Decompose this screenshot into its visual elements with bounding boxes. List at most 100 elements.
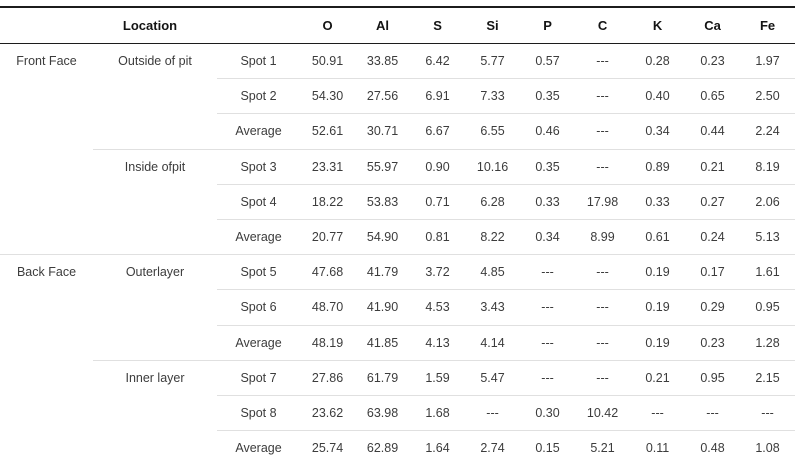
spot-cell: Spot 1 xyxy=(240,54,277,69)
value-cell: 1.97 xyxy=(755,54,780,69)
element-column-header-O: O xyxy=(300,7,356,44)
value-cell: 0.44 xyxy=(685,113,741,150)
value-cell: 0.95 xyxy=(740,289,795,325)
value-cell: 10.16 xyxy=(465,148,521,185)
spot-cell: Spot 5 xyxy=(217,254,301,290)
location-cell xyxy=(93,184,217,219)
value-cell: 0.19 xyxy=(630,289,686,325)
location-cell: Inside ofpit xyxy=(93,148,217,185)
value-cell: 3.43 xyxy=(465,289,521,325)
location-cell xyxy=(93,219,217,254)
spot-cell: Average xyxy=(217,218,301,255)
value-cell: 0.21 xyxy=(685,148,741,185)
value-cell: 61.79 xyxy=(355,359,411,396)
element-column-header-S: S xyxy=(410,7,466,44)
value-cell: 62.89 xyxy=(355,430,411,460)
value-cell: 30.71 xyxy=(355,113,411,150)
location-cell xyxy=(93,431,217,460)
spot-cell: Average xyxy=(217,430,301,460)
table-row: Average 48.19 41.85 4.13 4.14 --- --- 0.… xyxy=(0,324,795,361)
value-cell: 48.19 xyxy=(300,324,356,361)
value-cell: 1.08 xyxy=(740,430,795,460)
value-cell: 0.27 xyxy=(685,183,741,220)
value-cell: 20.77 xyxy=(300,218,356,255)
value-cell: 0.11 xyxy=(630,430,686,460)
spot-cell: Spot 7 xyxy=(217,359,301,396)
value-cell: 6.55 xyxy=(465,113,521,150)
value-cell: 1.68 xyxy=(410,394,466,431)
value-cell: 0.29 xyxy=(685,289,741,325)
value-cell: 8.19 xyxy=(740,148,795,185)
face-cell xyxy=(0,79,93,114)
element-column-header-Fe: Fe xyxy=(740,7,795,44)
element-column-header-C: C xyxy=(575,7,631,44)
value-cell: 0.23 xyxy=(685,324,741,361)
value-cell: 0.35 xyxy=(520,148,576,185)
value-cell: 48.70 xyxy=(300,289,356,325)
value-cell: 4.13 xyxy=(410,324,466,361)
value-cell: 0.90 xyxy=(410,148,466,185)
value-cell: 6.67 xyxy=(410,113,466,150)
value-cell: 0.95 xyxy=(685,359,741,396)
value-cell: 18.22 xyxy=(300,183,356,220)
table-row: Spot 2 54.30 27.56 6.91 7.33 0.35 --- 0.… xyxy=(0,78,795,114)
element-column-header-Si: Si xyxy=(465,7,521,44)
value-cell: 0.48 xyxy=(685,430,741,460)
table-row: Average 25.74 62.89 1.64 2.74 0.15 5.21 … xyxy=(0,430,795,460)
location-cell: Inner layer xyxy=(93,359,217,396)
spot-cell: Spot 4 xyxy=(217,183,301,220)
value-cell: 0.23 xyxy=(700,54,725,69)
element-column-header-K: K xyxy=(630,7,686,44)
value-cell: 41.79 xyxy=(355,254,411,290)
value-cell: 50.91 xyxy=(311,54,344,69)
table-row: Average 20.77 54.90 0.81 8.22 0.34 8.99 … xyxy=(0,218,795,255)
value-cell: 0.19 xyxy=(630,324,686,361)
table-row: Back Face Outerlayer Spot 5 47.68 41.79 … xyxy=(0,254,795,290)
element-column-header-Ca: Ca xyxy=(685,7,741,44)
value-cell: --- xyxy=(575,148,631,185)
face-cell xyxy=(0,325,93,360)
location-cell: Outerlayer xyxy=(93,254,217,290)
location-cell: Outside of pit xyxy=(118,54,192,69)
value-cell: 4.85 xyxy=(465,254,521,290)
value-cell: 4.53 xyxy=(410,289,466,325)
value-cell: 0.30 xyxy=(520,394,576,431)
value-cell: 4.14 xyxy=(465,324,521,361)
location-cell xyxy=(93,395,217,430)
value-cell: 0.81 xyxy=(410,218,466,255)
value-cell: 6.91 xyxy=(410,78,466,114)
value-cell: 53.83 xyxy=(355,183,411,220)
value-cell: 2.24 xyxy=(740,113,795,150)
face-cell xyxy=(0,395,93,430)
value-cell: 0.34 xyxy=(520,218,576,255)
table-row: Spot 8 23.62 63.98 1.68 --- 0.30 10.42 -… xyxy=(0,394,795,431)
value-cell: 27.86 xyxy=(300,359,356,396)
value-cell: --- xyxy=(575,359,631,396)
table-row: Average 52.61 30.71 6.67 6.55 0.46 --- 0… xyxy=(0,113,795,150)
value-cell: 55.97 xyxy=(355,148,411,185)
spot-cell: Spot 6 xyxy=(217,289,301,325)
value-cell: 0.40 xyxy=(630,78,686,114)
value-cell: 0.33 xyxy=(520,183,576,220)
value-cell: 5.47 xyxy=(465,359,521,396)
value-cell: 54.30 xyxy=(300,78,356,114)
table-row: Spot 4 18.22 53.83 0.71 6.28 0.33 17.98 … xyxy=(0,183,795,220)
value-cell: --- xyxy=(740,394,795,431)
location-cell xyxy=(93,290,217,325)
value-cell: 0.34 xyxy=(630,113,686,150)
value-cell: 0.28 xyxy=(645,54,670,69)
location-cell xyxy=(93,325,217,360)
face-cell: Back Face xyxy=(0,254,93,290)
element-column-header-Al: Al xyxy=(355,7,411,44)
value-cell: 23.31 xyxy=(300,148,356,185)
face-cell: Front Face xyxy=(16,54,77,69)
location-cell xyxy=(93,79,217,114)
value-cell: 0.24 xyxy=(685,218,741,255)
value-cell: --- xyxy=(520,254,576,290)
table-row: Front Face Outside of pit Spot 1 50.91 3… xyxy=(0,44,795,79)
value-cell: --- xyxy=(596,54,609,69)
value-cell: --- xyxy=(575,289,631,325)
value-cell: 6.42 xyxy=(425,54,450,69)
value-cell: 17.98 xyxy=(575,183,631,220)
value-cell: --- xyxy=(520,289,576,325)
